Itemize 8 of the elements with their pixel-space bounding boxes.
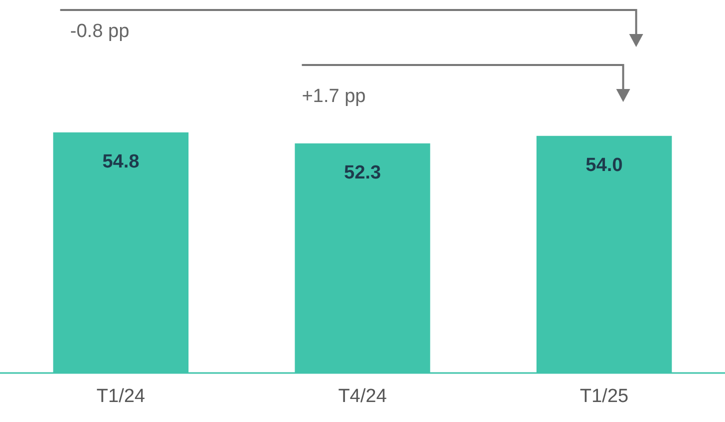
- text: +1.7 pp: [302, 86, 366, 107]
- data-label: 54.0: [586, 154, 623, 176]
- x-tick-label: T1/25: [580, 386, 628, 407]
- text: -0.8 pp: [70, 21, 130, 42]
- x-tick-label: T4/24: [338, 386, 388, 407]
- x-tick-label: T1/24: [96, 386, 146, 407]
- data-label: 52.3: [344, 162, 381, 184]
- data-label: 54.8: [102, 151, 140, 172]
